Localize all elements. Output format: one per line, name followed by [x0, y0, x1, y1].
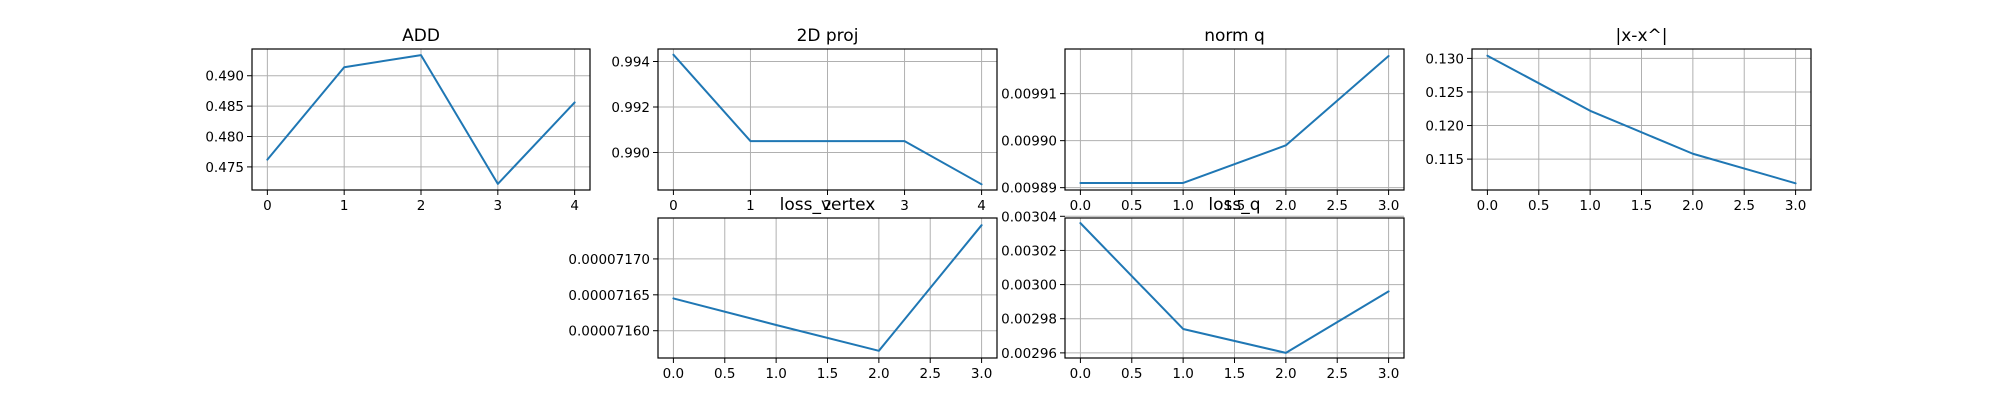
- chart-5-x-tick-label: 1.5: [817, 366, 838, 382]
- chart-5-title: loss_vertex: [780, 195, 876, 215]
- chart-3-x-tick-label: 2.0: [1275, 198, 1296, 214]
- chart-1-x-tick-label: 4: [570, 198, 579, 214]
- chart-5-x-tick-label: 2.0: [868, 366, 889, 382]
- chart-4-x-tick-label: 1.5: [1631, 198, 1652, 214]
- chart-2-y-tick-label: 0.992: [611, 100, 650, 116]
- chart-3-title: norm q: [1204, 26, 1265, 46]
- chart-6-x-tick-label: 1.5: [1224, 366, 1245, 382]
- chart-6-y-tick-label: 0.00304: [1001, 209, 1057, 225]
- chart-3-y-tick-label: 0.00990: [1001, 134, 1057, 150]
- chart-2-y-tick-label: 0.994: [611, 55, 650, 71]
- chart-2-x-tick-label: 4: [977, 198, 986, 214]
- chart-5-y-tick-label: 0.00007165: [568, 288, 650, 304]
- chart-1-y-tick-label: 0.490: [205, 69, 244, 85]
- chart-5-series-line: [672, 224, 983, 352]
- chart-1-y-tick-label: 0.480: [205, 130, 244, 146]
- chart-1-x-tick-label: 2: [417, 198, 426, 214]
- chart-3-y-tick-label: 0.00991: [1001, 87, 1057, 103]
- chart-6-y-tick-label: 0.00298: [1001, 312, 1057, 328]
- chart-4-y-tick-label: 0.115: [1425, 152, 1464, 168]
- chart-6-y-tick-label: 0.00296: [1001, 346, 1057, 362]
- chart-1: 0 1 2 3 4 0.475 0.480 0.485 0.490 ADD: [205, 26, 591, 214]
- chart-5-x-tick-label: 0.5: [714, 366, 735, 382]
- chart-6-x-tick-label: 2.0: [1275, 366, 1296, 382]
- chart-3-series-line: [1079, 55, 1390, 184]
- chart-5-x-tick-label: 2.5: [919, 366, 940, 382]
- chart-2: 0 1 2 3 4 0.990 0.992 0.994 2D proj: [611, 26, 998, 214]
- chart-2-title: 2D proj: [797, 26, 859, 46]
- chart-3: 0.0 0.5 1.0 1.5 2.0 2.5 3.0 0.00989 0.00990 0.009…: [1001, 26, 1405, 214]
- chart-6-x-tick-label: 3.0: [1378, 366, 1399, 382]
- chart-2-x-tick-label: 3: [900, 198, 909, 214]
- chart-6-x-tick-label: 0.5: [1121, 366, 1142, 382]
- chart-6-y-tick-label: 0.00302: [1001, 243, 1057, 259]
- chart-5-x-tick-label: 0.0: [663, 366, 684, 382]
- chart-3-x-tick-label: 0.5: [1121, 198, 1142, 214]
- chart-1-y-tick-label: 0.485: [205, 99, 244, 115]
- chart-4-x-tick-label: 0.5: [1528, 198, 1549, 214]
- chart-4-x-tick-label: 1.0: [1579, 198, 1600, 214]
- chart-2-x-tick-label: 2: [823, 198, 832, 214]
- chart-4-x-tick-label: 2.0: [1682, 198, 1703, 214]
- chart-6-title: loss_q: [1208, 195, 1260, 215]
- chart-3-x-tick-label: 3.0: [1378, 198, 1399, 214]
- chart-5-y-tick-label: 0.00007160: [568, 324, 650, 340]
- chart-1-x-tick-label: 0: [263, 198, 272, 214]
- chart-1-series-line: [266, 54, 576, 185]
- chart-4-x-tick-label: 3.0: [1785, 198, 1806, 214]
- chart-4-y-tick-label: 0.120: [1425, 119, 1464, 135]
- chart-4: 0.0 0.5 1.0 1.5 2.0 2.5 3.0 0.115 0.120 0.125 0.13…: [1425, 26, 1812, 214]
- chart-3-y-tick-label: 0.00989: [1001, 181, 1057, 197]
- chart-5: 0.0 0.5 1.0 1.5 2.0 2.5 3.0 0.00007160 0.0000716…: [568, 195, 998, 382]
- chart-6-x-tick-label: 1.0: [1172, 366, 1193, 382]
- chart-4-series-line: [1486, 54, 1797, 185]
- chart-4-y-tick-label: 0.125: [1425, 85, 1464, 101]
- chart-1-y-tick-label: 0.475: [205, 160, 244, 176]
- chart-4-x-tick-label: 0.0: [1477, 198, 1498, 214]
- chart-3-x-tick-label: 1.0: [1172, 198, 1193, 214]
- chart-2-x-tick-label: 0: [669, 198, 678, 214]
- chart-3-x-tick-label: 0.0: [1070, 198, 1091, 214]
- chart-6: 0.0 0.5 1.0 1.5 2.0 2.5 3.0 0.00296 0.00298 0.003…: [1001, 195, 1405, 382]
- chart-6-y-tick-label: 0.00300: [1001, 278, 1057, 294]
- chart-1-x-tick-label: 3: [494, 198, 503, 214]
- chart-5-y-tick-label: 0.00007170: [568, 252, 650, 268]
- chart-6-series-line: [1079, 222, 1390, 354]
- chart-5-x-tick-label: 3.0: [971, 366, 992, 382]
- chart-5-x-tick-label: 1.0: [765, 366, 786, 382]
- chart-4-title: |x-x^|: [1616, 26, 1668, 46]
- chart-2-series-line: [672, 53, 983, 186]
- chart-6-x-tick-label: 2.5: [1326, 366, 1347, 382]
- chart-2-y-tick-label: 0.990: [611, 145, 650, 161]
- chart-6-x-tick-label: 0.0: [1070, 366, 1091, 382]
- chart-4-y-tick-label: 0.130: [1425, 51, 1464, 67]
- chart-2-x-tick-label: 1: [746, 198, 755, 214]
- chart-3-x-tick-label: 2.5: [1326, 198, 1347, 214]
- chart-4-x-tick-label: 2.5: [1733, 198, 1754, 214]
- chart-1-title: ADD: [402, 26, 440, 46]
- chart-1-x-tick-label: 1: [340, 198, 349, 214]
- chart-3-x-tick-label: 1.5: [1224, 198, 1245, 214]
